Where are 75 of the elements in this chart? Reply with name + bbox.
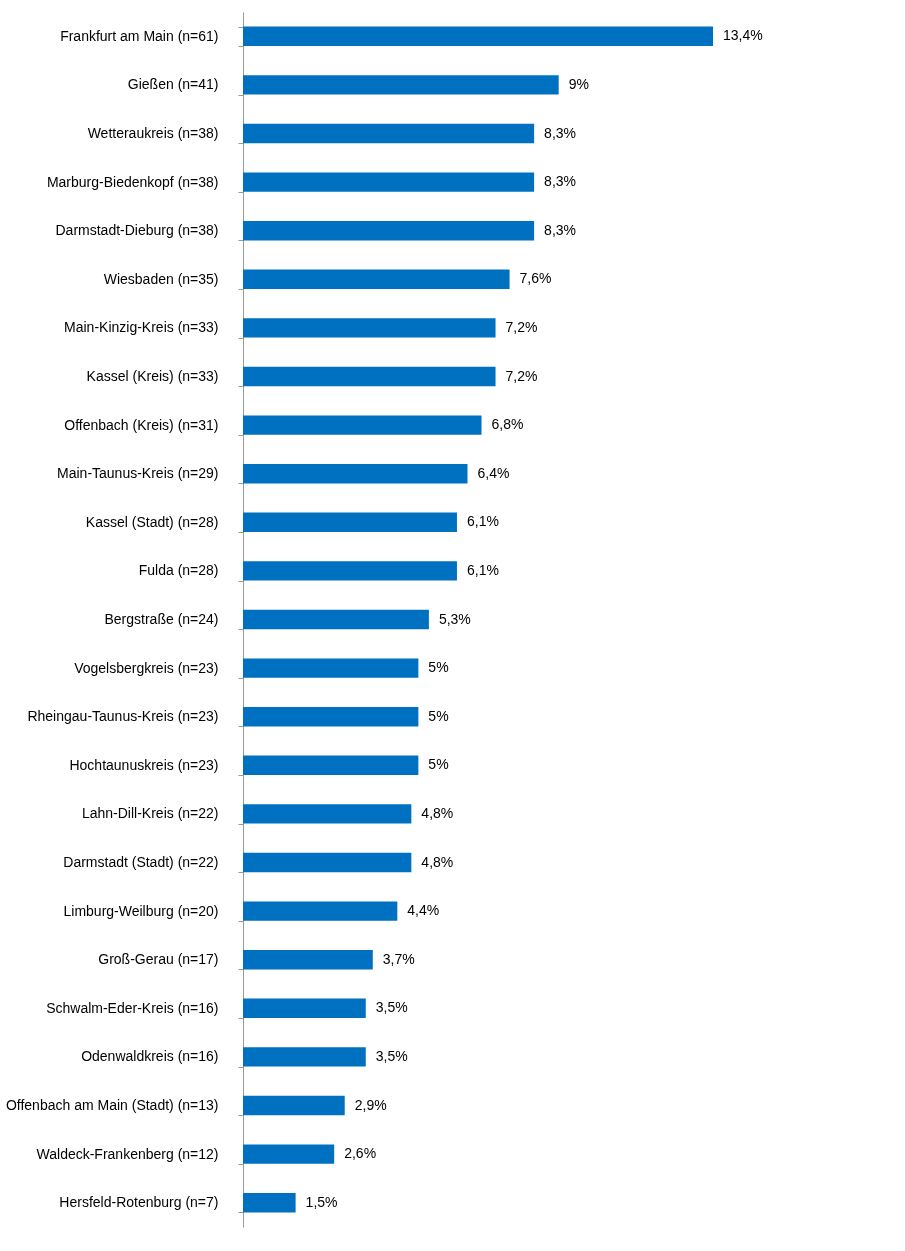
y-tick-label: Schwalm-Eder-Kreis (n=16) [46, 999, 219, 1016]
bar [243, 75, 559, 95]
bar [243, 318, 496, 338]
data-label: 2,6% [344, 1145, 377, 1162]
y-tick-label: Gießen (n=41) [127, 76, 219, 93]
data-label: 4,8% [421, 853, 454, 870]
y-tick-label: Main-Taunus-Kreis (n=29) [57, 465, 219, 482]
bar [243, 706, 419, 727]
y-tick-label: Groß-Gerau (n=17) [98, 951, 219, 968]
data-label: 8,3% [544, 124, 577, 141]
y-tick-label: Lahn-Dill-Kreis (n=22) [81, 805, 219, 822]
bar [243, 463, 468, 484]
bar [243, 1192, 296, 1213]
bar [243, 366, 496, 387]
bar [243, 804, 412, 824]
y-tick-label: Main-Kinzig-Kreis (n=33) [64, 319, 219, 336]
data-label: 3,5% [375, 1047, 408, 1064]
data-label: 5% [428, 707, 449, 724]
y-tick-label: Limburg-Weilburg (n=20) [63, 902, 219, 919]
bar [243, 26, 713, 47]
data-label: 6,4% [477, 464, 510, 481]
bar [243, 269, 510, 290]
data-label: 5% [428, 756, 449, 773]
bar [243, 949, 373, 970]
y-tick-label: Marburg-Biedenkopf (n=38) [46, 173, 219, 190]
data-label: 3,5% [375, 999, 408, 1016]
data-label: 9% [568, 75, 589, 92]
data-label: 8,3% [544, 173, 577, 190]
bar [243, 172, 535, 192]
y-tick-label: Kassel (Stadt) (n=28) [85, 513, 219, 530]
y-tick-label: Offenbach (Kreis) (n=31) [64, 416, 219, 433]
y-tick-label: Wiesbaden (n=35) [103, 270, 219, 287]
bar [243, 658, 419, 678]
data-label: 1,5% [305, 1193, 338, 1210]
data-label: 5,3% [438, 610, 471, 627]
bar [243, 901, 398, 921]
bar [243, 1144, 335, 1164]
data-label: 4,8% [421, 804, 454, 821]
bar [243, 220, 535, 241]
data-label: 3,7% [382, 950, 415, 967]
y-tick-label: Offenbach am Main (Stadt) (n=13) [5, 1097, 219, 1113]
data-label: 8,3% [544, 221, 577, 238]
y-tick-label: Waldeck-Frankenberg (n=12) [36, 1145, 219, 1162]
bar [243, 852, 412, 873]
y-tick-label: Bergstraße (n=24) [104, 611, 219, 627]
data-label: 7,2% [505, 318, 538, 335]
y-tick-label: Darmstadt-Dieburg (n=38) [55, 222, 219, 239]
data-label: 5% [428, 659, 449, 676]
data-label: 6,1% [466, 561, 499, 578]
bar [243, 755, 419, 776]
y-tick-label: Hochtaunuskreis (n=23) [69, 756, 219, 773]
bar [243, 1047, 366, 1067]
y-tick-label: Odenwaldkreis (n=16) [81, 1048, 219, 1065]
data-label: 6,1% [466, 513, 499, 530]
bar [243, 415, 482, 435]
y-tick-label: Hersfeld-Rotenburg (n=7) [59, 1194, 219, 1211]
bar [243, 512, 457, 533]
bar [243, 123, 535, 144]
data-label: 13,4% [723, 27, 763, 44]
bar [243, 998, 366, 1019]
bar [243, 609, 429, 630]
y-tick-label: Fulda (n=28) [138, 562, 219, 579]
y-tick-label: Vogelsbergkreis (n=23) [74, 659, 219, 676]
data-label: 4,4% [407, 902, 440, 919]
y-tick-label: Darmstadt (Stadt) (n=22) [63, 854, 219, 870]
y-tick-label: Kassel (Kreis) (n=33) [86, 368, 219, 384]
data-label: 6,8% [491, 416, 524, 433]
y-tick-label: Frankfurt am Main (n=61) [60, 27, 219, 44]
data-label: 2,9% [354, 1096, 387, 1113]
bar [243, 561, 457, 581]
y-tick-label: Rheingau-Taunus-Kreis (n=23) [27, 708, 219, 725]
data-label: 7,6% [519, 270, 552, 287]
y-tick-label: Wetteraukreis (n=38) [87, 125, 219, 141]
bar [243, 1095, 345, 1116]
data-label: 7,2% [505, 367, 538, 384]
